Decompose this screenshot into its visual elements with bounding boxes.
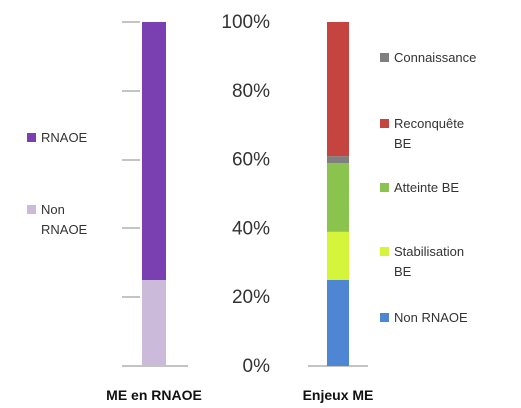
legend-swatch-stabilisation-be [380,247,389,256]
bar-segment-rnaoe [142,22,166,280]
y-tick-label: 80% [232,81,270,102]
legend-label: RNAOE [41,130,88,145]
bar-enjeux-me [327,22,349,366]
y-tick-label: 60% [232,150,270,171]
category-label-enjeux-me: Enjeux ME [303,387,374,403]
legend-swatch-reconquete-be [380,119,389,128]
bar-segment-atteinte-be [327,163,349,232]
legend-label: BE [394,136,412,151]
legend-label: Reconquête [394,116,464,131]
legend-label: Connaissance [394,50,476,65]
bar-segment-connaissance [327,156,349,164]
legend-label: Non RNAOE [394,310,468,325]
y-tick-label: 100% [221,12,270,33]
legend-label: RNAOE [41,222,88,237]
chart-me-en-rnaoe: ME en RNAOE [106,21,202,403]
legend-label: Atteinte BE [394,180,459,195]
legend-swatch-connaissance [380,53,389,62]
legend-swatch-non-rnaoe [380,313,389,322]
y-tick-label: 0% [243,356,271,377]
y-tick-label: 20% [232,287,270,308]
y-axis-tick-labels: 0% 20% 40% 60% 80% 100% [221,12,270,377]
bar-segment-reconquete-be [327,22,349,157]
bar-me-en-rnaoe [142,22,166,366]
legend-label: Stabilisation [394,244,464,259]
legend-swatch-atteinte-be [380,183,389,192]
category-label-me-en-rnaoe: ME en RNAOE [106,387,202,403]
legend-swatch-non-rnaoe [27,205,36,214]
legend-label: Non [41,202,65,217]
legend-label: BE [394,264,412,279]
bar-segment-stabilisation-be [327,231,349,280]
legend-left: RNAOE Non RNAOE [27,130,88,237]
legend-swatch-rnaoe [27,133,36,142]
bar-segment-non-rnaoe [327,280,349,366]
legend-right: Connaissance Reconquête BE Atteinte BE Stabi… [380,50,476,325]
bar-segment-non-rnaoe [142,280,166,366]
y-tick-label: 40% [232,218,270,239]
chart-enjeux-me: Enjeux ME [303,22,374,403]
